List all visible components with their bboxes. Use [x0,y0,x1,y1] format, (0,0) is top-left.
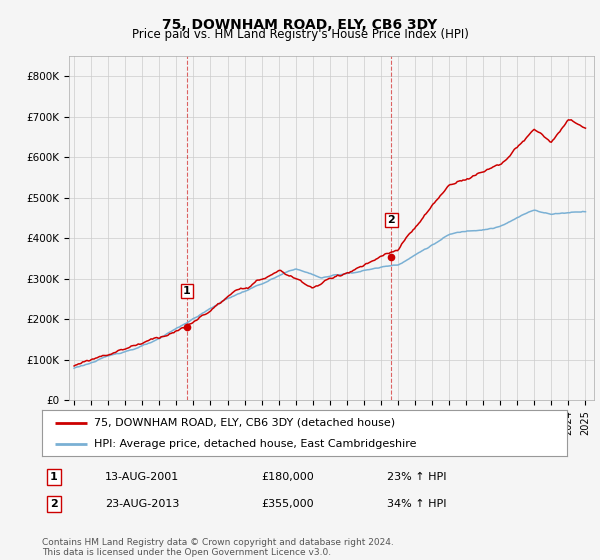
Text: 13-AUG-2001: 13-AUG-2001 [105,472,179,482]
Text: 2: 2 [388,215,395,225]
Text: £180,000: £180,000 [261,472,314,482]
Text: Contains HM Land Registry data © Crown copyright and database right 2024.
This d: Contains HM Land Registry data © Crown c… [42,538,394,557]
Text: £355,000: £355,000 [261,499,314,509]
Text: 23% ↑ HPI: 23% ↑ HPI [387,472,446,482]
Text: 34% ↑ HPI: 34% ↑ HPI [387,499,446,509]
Text: 2: 2 [50,499,58,509]
Text: HPI: Average price, detached house, East Cambridgeshire: HPI: Average price, detached house, East… [95,439,417,449]
Text: 75, DOWNHAM ROAD, ELY, CB6 3DY: 75, DOWNHAM ROAD, ELY, CB6 3DY [163,18,437,32]
Text: Price paid vs. HM Land Registry's House Price Index (HPI): Price paid vs. HM Land Registry's House … [131,28,469,41]
Text: 75, DOWNHAM ROAD, ELY, CB6 3DY (detached house): 75, DOWNHAM ROAD, ELY, CB6 3DY (detached… [95,418,395,428]
Text: 23-AUG-2013: 23-AUG-2013 [105,499,179,509]
Text: 1: 1 [183,286,191,296]
Text: 1: 1 [50,472,58,482]
